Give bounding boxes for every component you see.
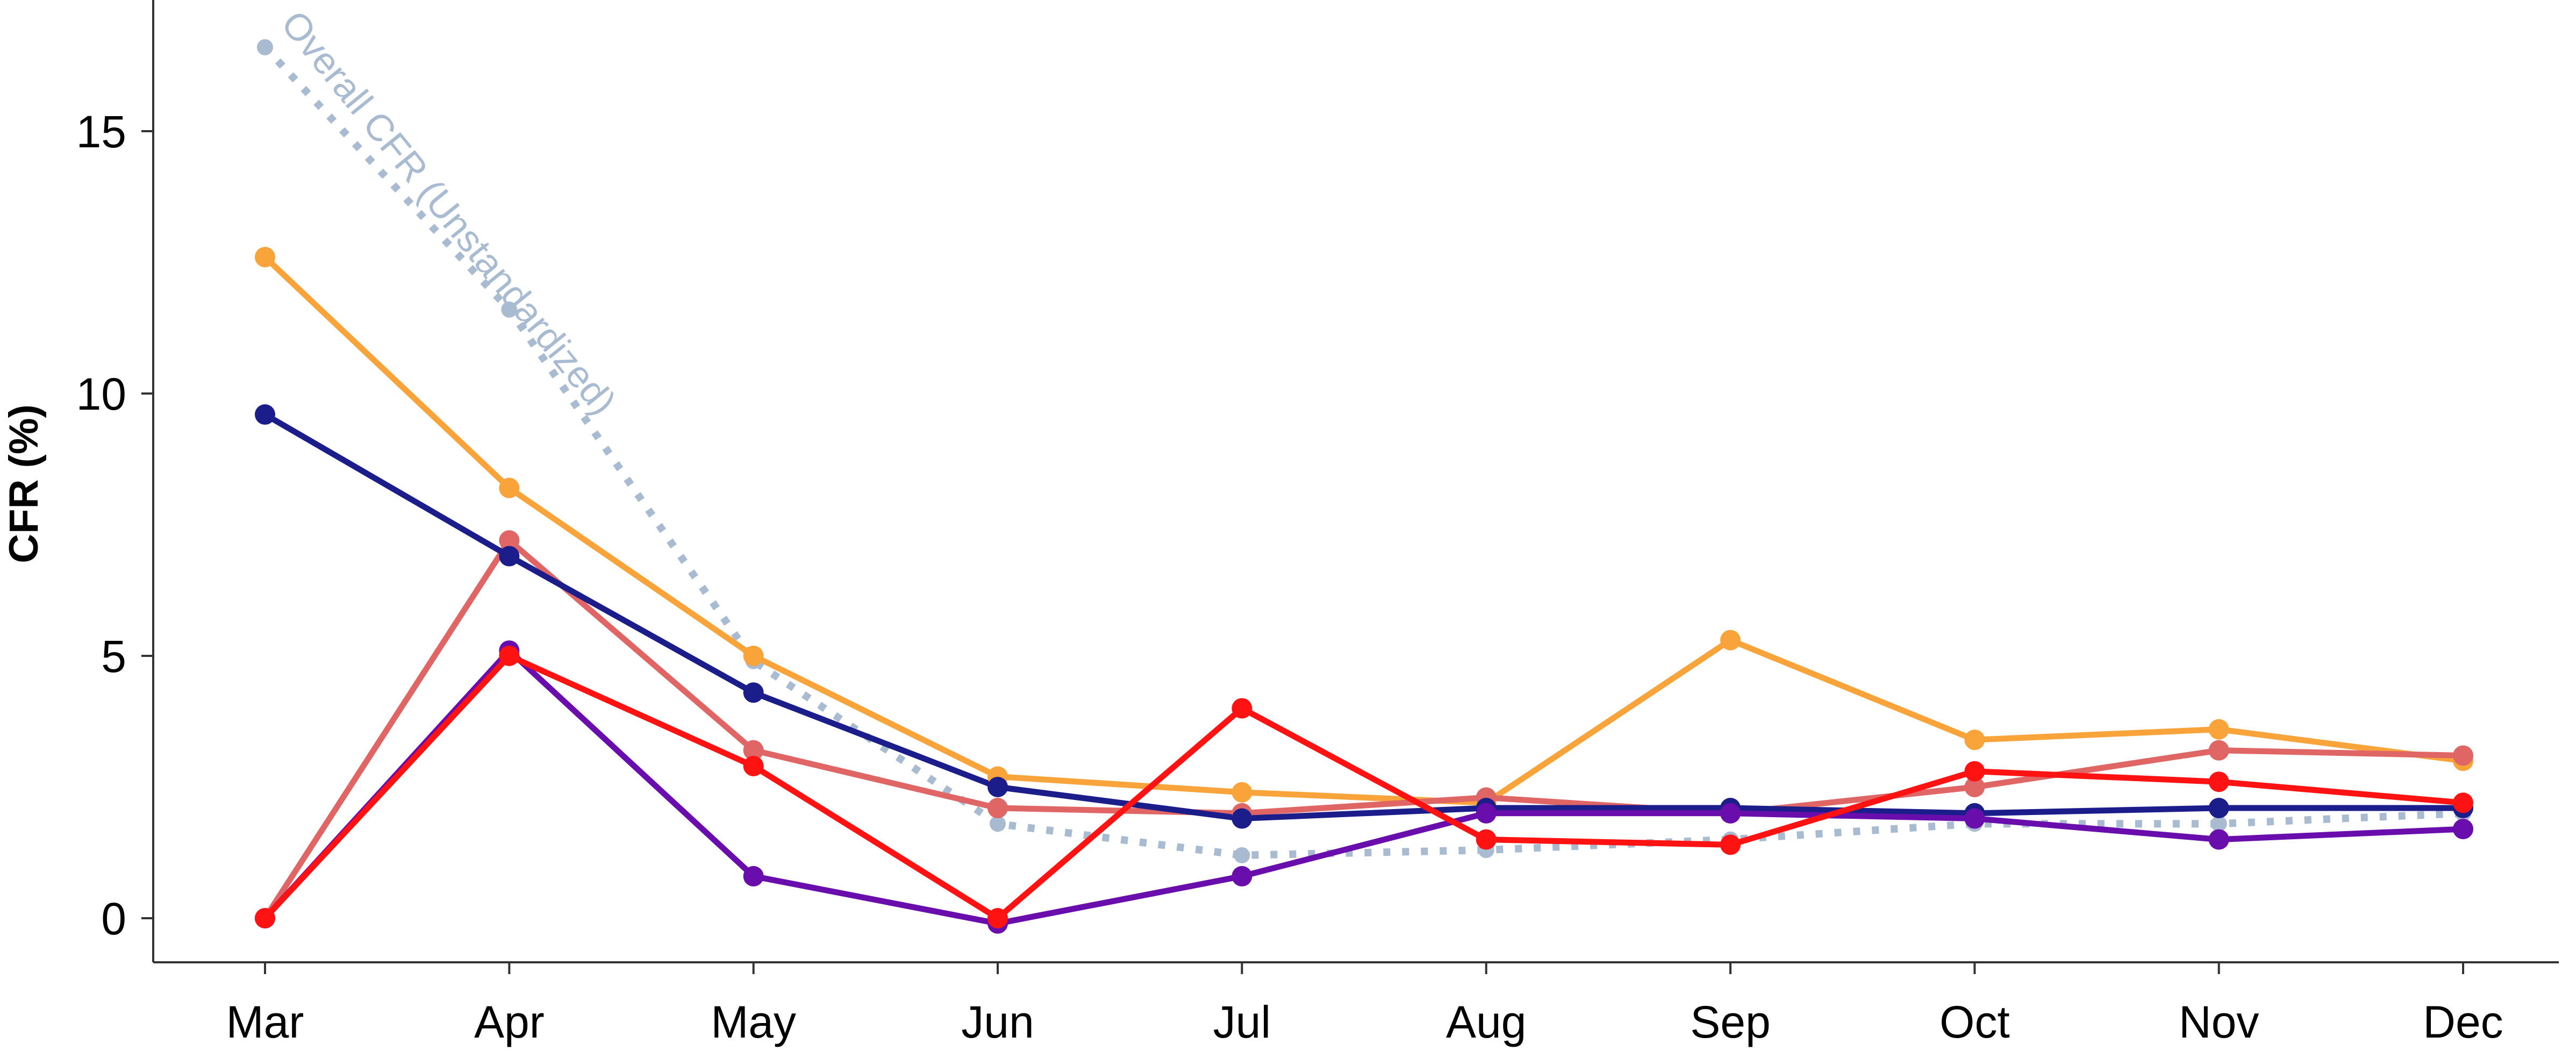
axes: CFR (%) [1,0,2559,963]
ticks: 0 5 10 15 Mar Apr May Jun Jul Aug Sep Oct Nov Dec [76,106,2503,1047]
data-point [1232,866,1253,886]
data-point [2453,819,2473,840]
data-point [988,777,1008,797]
data-point [499,646,520,666]
y-tick-label: 5 [101,631,126,682]
x-tick-label: Dec [2423,997,2503,1047]
series-lines [262,45,2464,927]
overall-cfr-annotation: Overall CFR (Unstandardized) [273,3,624,423]
data-point [1476,803,1497,824]
series-line-1 [263,412,2463,822]
data-point [2208,740,2229,761]
data-point [257,39,273,55]
data-point [501,301,518,318]
data-point [1476,829,1497,850]
data-point [255,404,275,425]
y-tick-label: 15 [76,106,126,157]
data-point [1232,782,1253,803]
data-point [1720,803,1741,824]
data-point [2453,792,2473,813]
x-tick-label: Jul [1213,997,1271,1047]
data-point [1720,630,1741,650]
data-point [743,755,764,776]
series-points [255,39,2473,934]
data-point [2208,719,2229,740]
x-tick-label: Apr [474,997,545,1047]
data-point [743,682,764,703]
data-point [1964,761,1985,782]
data-point [255,908,275,928]
data-point [2208,771,2229,792]
data-point [1232,698,1253,719]
data-point [988,908,1008,928]
data-point [2210,816,2227,832]
data-point [1964,777,1985,797]
data-point [2208,798,2229,819]
data-point [990,816,1006,832]
x-tick-label: Oct [1940,997,2010,1047]
data-point [499,477,520,498]
data-point [1964,730,1985,750]
x-tick-label: Aug [1446,997,1526,1047]
data-point [743,866,764,886]
data-point [2453,745,2473,766]
series-line-4 [262,647,2464,927]
data-point [1232,808,1253,829]
data-point [255,247,275,268]
data-point [743,646,764,666]
y-tick-label: 0 [101,893,126,944]
series-line-0 [263,255,2464,806]
x-tick-label: Jun [961,997,1034,1047]
data-point [743,740,764,761]
data-point [1720,834,1741,855]
data-point [1964,808,1985,829]
y-axis-title: CFR (%) [1,404,47,563]
data-point [2208,829,2229,850]
series-line-2 [262,537,2464,920]
y-tick-label: 10 [76,369,126,419]
x-tick-label: Sep [1690,997,1770,1047]
data-point [499,530,520,551]
series-line-3 [262,653,2464,921]
x-tick-label: Nov [2179,997,2259,1047]
data-point [988,798,1008,819]
data-point [499,546,520,567]
x-tick-label: Mar [226,997,304,1047]
data-point [1234,847,1250,863]
x-tick-label: May [711,997,796,1047]
